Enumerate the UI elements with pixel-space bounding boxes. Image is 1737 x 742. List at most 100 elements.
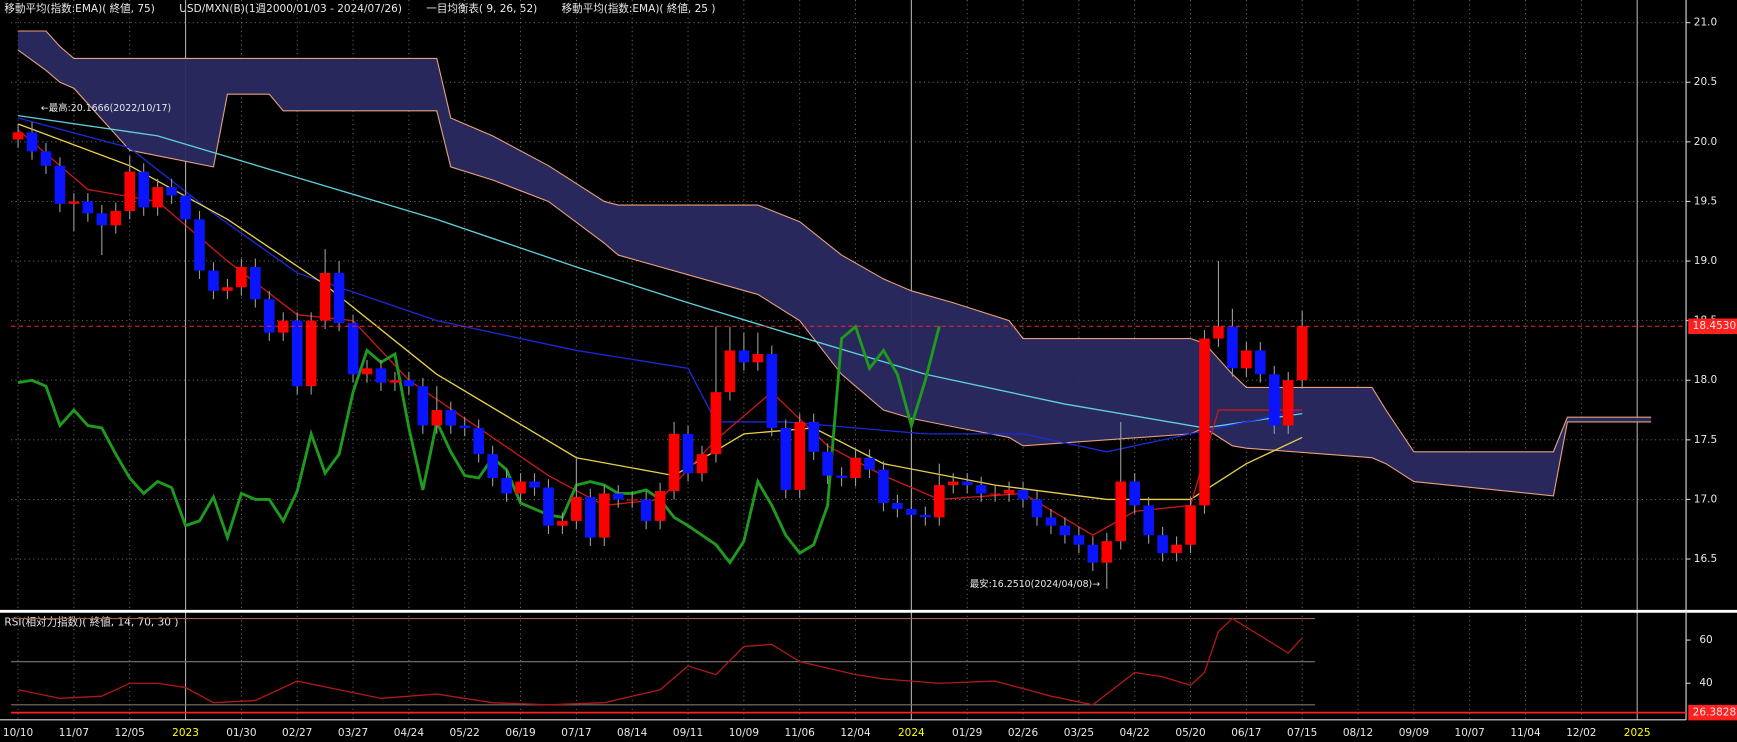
candle-body bbox=[305, 320, 317, 387]
x-tick-label: 01/30 bbox=[226, 727, 256, 739]
candle-body bbox=[1087, 544, 1099, 563]
candle-body bbox=[892, 503, 903, 509]
y-tick-label: 21.0 bbox=[1694, 17, 1717, 29]
header-text: 一目均衡表( 9, 26, 52) bbox=[426, 2, 537, 15]
candle-body bbox=[975, 485, 987, 494]
rsi-tick-label: 60 bbox=[1699, 634, 1712, 646]
x-tick-label: 07/17 bbox=[561, 727, 591, 739]
candle-body bbox=[236, 267, 247, 288]
candle-body bbox=[947, 481, 959, 486]
x-tick-label: 03/25 bbox=[1064, 727, 1094, 739]
x-tick-label: 05/20 bbox=[1175, 727, 1205, 739]
x-tick-label: 11/06 bbox=[785, 727, 816, 739]
candle-body bbox=[1059, 525, 1071, 536]
candle-body bbox=[250, 267, 261, 300]
rsi-tick-label: 40 bbox=[1699, 677, 1712, 689]
candle-body bbox=[138, 171, 149, 208]
x-tick-label: 2025 bbox=[1624, 727, 1651, 739]
rsi-marker-box bbox=[1688, 704, 1737, 721]
candle-body bbox=[26, 132, 38, 152]
candle-body bbox=[473, 427, 484, 455]
candle-body bbox=[1045, 517, 1057, 526]
candle-body bbox=[864, 457, 875, 470]
indicator-line bbox=[17, 324, 941, 566]
candle-body bbox=[724, 350, 736, 393]
candle-body bbox=[989, 493, 1001, 495]
candle-body bbox=[1003, 489, 1015, 494]
candle-body bbox=[529, 481, 540, 488]
x-tick-label: 08/12 bbox=[1343, 727, 1373, 739]
candle-body bbox=[194, 219, 205, 271]
candle-body bbox=[612, 493, 624, 500]
x-tick-label: 02/27 bbox=[282, 727, 312, 739]
candle-body bbox=[598, 493, 610, 538]
candle-body bbox=[110, 210, 122, 226]
candle-body bbox=[752, 354, 764, 363]
x-tick-label: 10/07 bbox=[1455, 727, 1485, 739]
candle-body bbox=[585, 497, 596, 538]
y-tick-label: 17.5 bbox=[1694, 434, 1717, 446]
candle-body bbox=[487, 454, 498, 478]
x-tick-label: 06/17 bbox=[1231, 727, 1261, 739]
candle-body bbox=[291, 320, 303, 387]
y-tick-label: 18.0 bbox=[1694, 374, 1717, 386]
last-price-box bbox=[1688, 318, 1737, 334]
candle-body bbox=[1129, 481, 1141, 506]
x-tick-label: 12/02 bbox=[1566, 727, 1596, 739]
y-tick-label: 19.5 bbox=[1694, 195, 1717, 207]
candle-body bbox=[766, 354, 778, 428]
candle-body bbox=[459, 425, 471, 428]
candle-body bbox=[82, 201, 94, 214]
candle-body bbox=[571, 497, 582, 521]
high-annotation: ←最高:20.1666(2022/10/17) bbox=[41, 102, 171, 114]
rsi-line bbox=[17, 617, 1303, 706]
candle-body bbox=[1213, 326, 1224, 339]
y-tick-label: 17.0 bbox=[1694, 493, 1717, 505]
x-tick-label: 2024 bbox=[898, 727, 925, 739]
x-tick-label: 11/07 bbox=[59, 727, 89, 739]
x-tick-label: 03/27 bbox=[338, 727, 368, 739]
candle-body bbox=[920, 514, 931, 518]
candle-body bbox=[1171, 544, 1182, 554]
candle-body bbox=[389, 380, 401, 383]
candle-body bbox=[208, 270, 219, 291]
candle-body bbox=[333, 272, 345, 324]
candle-body bbox=[166, 187, 177, 196]
candle-body bbox=[1227, 326, 1238, 369]
candle-body bbox=[361, 368, 373, 375]
candle-body bbox=[1115, 481, 1127, 542]
y-tick-label: 19.0 bbox=[1694, 255, 1717, 267]
x-tick-label: 2023 bbox=[172, 727, 199, 739]
candle-body bbox=[347, 323, 359, 375]
candle-body bbox=[375, 368, 387, 383]
candle-body bbox=[1017, 489, 1029, 500]
candle-body bbox=[850, 457, 861, 478]
candle-body bbox=[222, 287, 233, 291]
candle-body bbox=[431, 410, 443, 426]
candle-body bbox=[1255, 350, 1266, 375]
candle-body bbox=[152, 187, 163, 208]
candle-body bbox=[738, 350, 750, 363]
candle-body bbox=[710, 392, 722, 455]
candle-body bbox=[626, 499, 638, 501]
y-tick-label: 20.5 bbox=[1694, 76, 1717, 88]
cloud-area bbox=[18, 30, 1652, 496]
candle-body bbox=[961, 481, 973, 486]
x-tick-label: 12/05 bbox=[115, 727, 145, 739]
x-tick-label: 11/04 bbox=[1510, 727, 1541, 739]
candle-body bbox=[794, 421, 806, 490]
x-tick-label: 04/24 bbox=[394, 727, 425, 739]
candle-body bbox=[96, 213, 108, 226]
rsi-marker-label: 26.3828 bbox=[1693, 707, 1737, 719]
candle-body bbox=[640, 499, 652, 521]
candle-body bbox=[543, 487, 554, 526]
candle-body bbox=[557, 520, 568, 526]
x-tick-label: 05/22 bbox=[450, 727, 480, 739]
candle-body bbox=[124, 171, 136, 211]
candle-body bbox=[1185, 505, 1196, 545]
candle-body bbox=[780, 427, 792, 490]
candle-body bbox=[319, 272, 331, 321]
x-tick-label: 10/09 bbox=[729, 727, 759, 739]
